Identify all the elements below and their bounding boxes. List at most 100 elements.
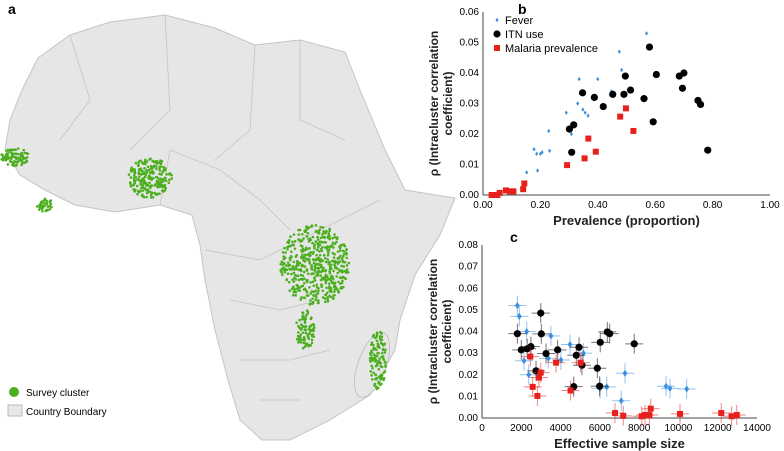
data-point <box>513 330 521 338</box>
survey-cluster-dot <box>336 250 340 253</box>
survey-cluster-dot <box>337 290 340 294</box>
data-point <box>646 411 653 418</box>
survey-cluster-dot <box>137 189 141 193</box>
survey-cluster-dot <box>159 180 162 183</box>
y-tick-label: 0.02 <box>459 370 479 381</box>
survey-cluster-dot <box>345 248 348 251</box>
survey-cluster-dot <box>4 154 8 158</box>
data-point <box>606 330 614 338</box>
survey-cluster-dot <box>306 231 310 235</box>
data-point <box>534 392 541 399</box>
survey-cluster-dot <box>330 243 334 247</box>
survey-cluster-dot <box>146 190 149 194</box>
survey-cluster-dot <box>164 179 168 183</box>
survey-cluster-dot <box>49 199 53 202</box>
survey-cluster-dot <box>298 240 302 243</box>
survey-cluster-dot <box>156 192 159 196</box>
survey-cluster-dot <box>327 234 330 237</box>
survey-cluster-dot <box>328 267 332 271</box>
survey-cluster-dot <box>50 205 53 209</box>
survey-cluster-dot <box>312 245 316 248</box>
survey-cluster-dot <box>345 256 349 260</box>
survey-cluster-dot <box>151 159 154 163</box>
survey-cluster-dot <box>37 205 41 208</box>
survey-cluster-dot <box>151 169 154 173</box>
data-point <box>578 89 587 97</box>
survey-cluster-dot <box>49 202 52 206</box>
legend-item: Malaria prevalence <box>505 43 598 55</box>
survey-cluster-dot <box>41 206 45 210</box>
survey-cluster-dot <box>304 253 307 256</box>
x-tick-label: 10000 <box>665 423 693 434</box>
survey-cluster-dot <box>375 348 378 351</box>
survey-cluster-dot <box>297 331 300 334</box>
survey-cluster-dot <box>333 293 336 297</box>
data-point <box>494 45 500 51</box>
data-point <box>568 148 576 156</box>
survey-cluster-dot <box>333 242 337 246</box>
y-tick-label: 0.05 <box>459 305 479 316</box>
data-point <box>521 357 527 365</box>
survey-cluster-dot <box>143 158 147 162</box>
data-point <box>677 410 683 417</box>
survey-cluster-dot <box>132 174 136 177</box>
survey-cluster-dot <box>150 184 154 187</box>
survey-cluster-dot <box>37 208 41 211</box>
survey-cluster-dot <box>299 244 303 247</box>
data-point <box>565 125 573 133</box>
survey-cluster-dot <box>332 285 336 289</box>
data-point <box>590 93 598 101</box>
survey-cluster-dot <box>345 264 349 267</box>
survey-cluster-dot <box>146 188 150 192</box>
survey-cluster-dot <box>323 231 327 235</box>
data-point <box>553 359 560 366</box>
survey-cluster-dot <box>310 338 314 342</box>
survey-cluster-dot <box>48 207 52 211</box>
survey-cluster-dot <box>155 165 158 168</box>
survey-cluster-dot <box>376 351 379 355</box>
data-point <box>529 383 536 390</box>
survey-cluster-dot <box>307 240 311 243</box>
survey-cluster-dot <box>294 290 298 294</box>
data-point <box>630 340 638 348</box>
survey-cluster-dot <box>283 270 287 274</box>
survey-cluster-dot <box>304 246 308 250</box>
survey-cluster-dot <box>371 366 374 370</box>
survey-cluster-dot <box>332 246 335 249</box>
survey-cluster-dot <box>327 260 330 264</box>
survey-cluster-dot <box>309 238 313 242</box>
survey-cluster-dot <box>319 270 323 274</box>
survey-cluster-dot <box>303 328 307 331</box>
survey-cluster-dot <box>337 256 341 260</box>
survey-cluster-dot <box>294 294 297 297</box>
survey-cluster-dot <box>145 160 149 163</box>
survey-cluster-dot <box>321 296 325 299</box>
x-axis-label: Effective sample size <box>554 436 685 451</box>
data-point <box>678 84 687 92</box>
survey-cluster-dot <box>132 179 136 182</box>
data-point <box>596 338 604 346</box>
data-point <box>537 369 544 376</box>
panel-a-map: a Survey cluster Country Boundary <box>0 1 456 441</box>
survey-cluster-dot <box>343 269 346 273</box>
survey-cluster-dot <box>322 253 326 257</box>
survey-cluster-dot <box>286 261 290 264</box>
survey-cluster-dot <box>132 188 135 191</box>
survey-cluster-dot <box>330 274 333 278</box>
survey-cluster-dot <box>140 173 143 176</box>
survey-cluster-dot <box>20 159 24 163</box>
data-point <box>620 90 628 98</box>
survey-cluster-dot <box>321 278 324 281</box>
survey-cluster-dot <box>302 249 305 253</box>
survey-cluster-dot <box>374 358 378 362</box>
survey-cluster-dot <box>281 273 284 276</box>
survey-cluster-dot <box>341 279 344 283</box>
survey-cluster-dot <box>320 283 323 286</box>
data-point <box>554 346 562 354</box>
survey-cluster-dot <box>143 175 147 179</box>
survey-cluster-dot <box>155 167 158 171</box>
survey-cluster-dot <box>294 278 298 281</box>
survey-cluster-dot <box>290 287 294 291</box>
survey-cluster-dot <box>134 175 138 179</box>
data-point <box>493 30 501 38</box>
